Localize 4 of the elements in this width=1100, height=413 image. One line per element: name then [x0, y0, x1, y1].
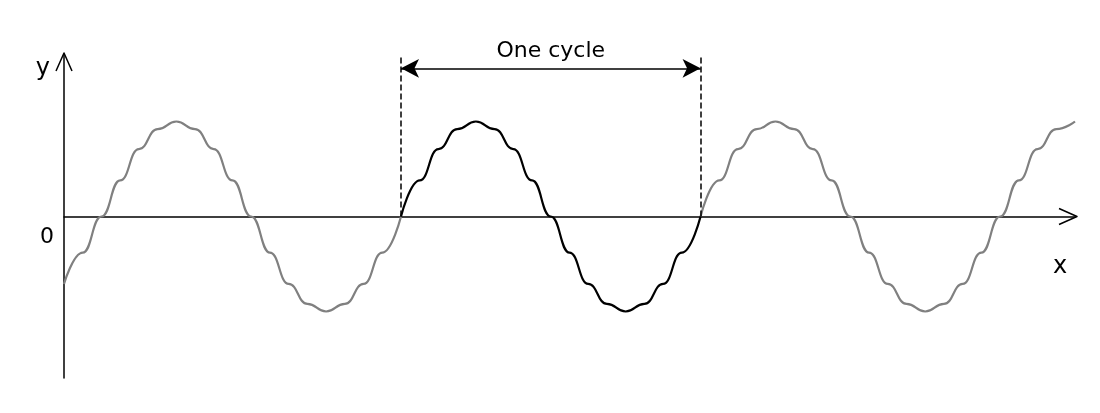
y-axis-title: y [35, 53, 50, 81]
x-axis-title: x [1053, 250, 1068, 279]
text: 0 [40, 222, 54, 248]
text: One cycle [496, 36, 606, 62]
